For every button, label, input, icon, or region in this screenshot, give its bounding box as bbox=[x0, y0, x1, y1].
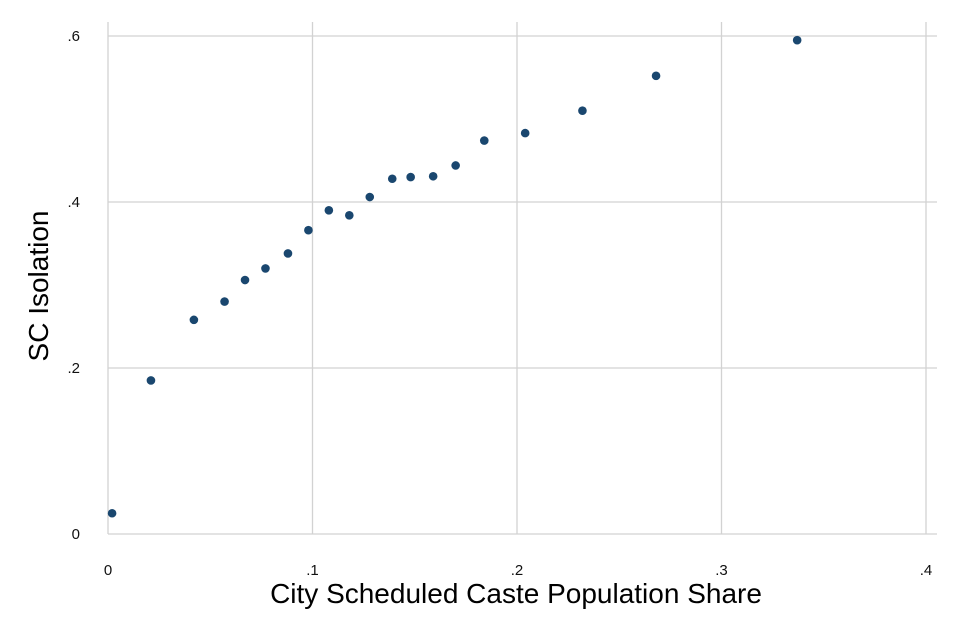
data-point bbox=[651, 71, 661, 81]
y-tick-label: 0 bbox=[72, 526, 80, 543]
data-point bbox=[220, 297, 229, 306]
x-tick-label: .1 bbox=[306, 562, 319, 579]
data-point bbox=[304, 225, 313, 235]
x-axis-title: City Scheduled Caste Population Share bbox=[270, 578, 762, 609]
data-point bbox=[406, 172, 415, 182]
x-tick-label: .3 bbox=[715, 562, 728, 579]
data-points bbox=[107, 35, 802, 518]
data-point bbox=[345, 210, 354, 220]
x-tick-label: .2 bbox=[511, 562, 524, 579]
data-point bbox=[146, 376, 156, 385]
data-point bbox=[107, 508, 117, 518]
data-point bbox=[240, 275, 250, 285]
data-point bbox=[324, 206, 334, 215]
gridlines bbox=[108, 22, 937, 534]
data-point bbox=[283, 249, 293, 258]
data-point bbox=[792, 35, 802, 45]
y-tick-label: .6 bbox=[67, 28, 80, 45]
y-tick-label: .2 bbox=[67, 360, 80, 377]
tick-labels: 0 .1 .2 .3 .4 0 .2 .4 .6 bbox=[67, 28, 932, 579]
x-tick-label: .4 bbox=[920, 562, 933, 579]
x-tick-label: 0 bbox=[104, 562, 112, 579]
data-point bbox=[189, 315, 199, 325]
data-point bbox=[387, 174, 397, 184]
data-point bbox=[479, 136, 489, 145]
data-point bbox=[365, 192, 375, 202]
data-point bbox=[451, 161, 460, 170]
data-point bbox=[578, 106, 587, 115]
y-tick-label: .4 bbox=[67, 194, 80, 211]
axes bbox=[107, 22, 937, 535]
data-point bbox=[520, 128, 530, 138]
data-point bbox=[261, 264, 270, 273]
data-point bbox=[428, 171, 438, 181]
y-axis-title: SC Isolation bbox=[23, 211, 54, 362]
